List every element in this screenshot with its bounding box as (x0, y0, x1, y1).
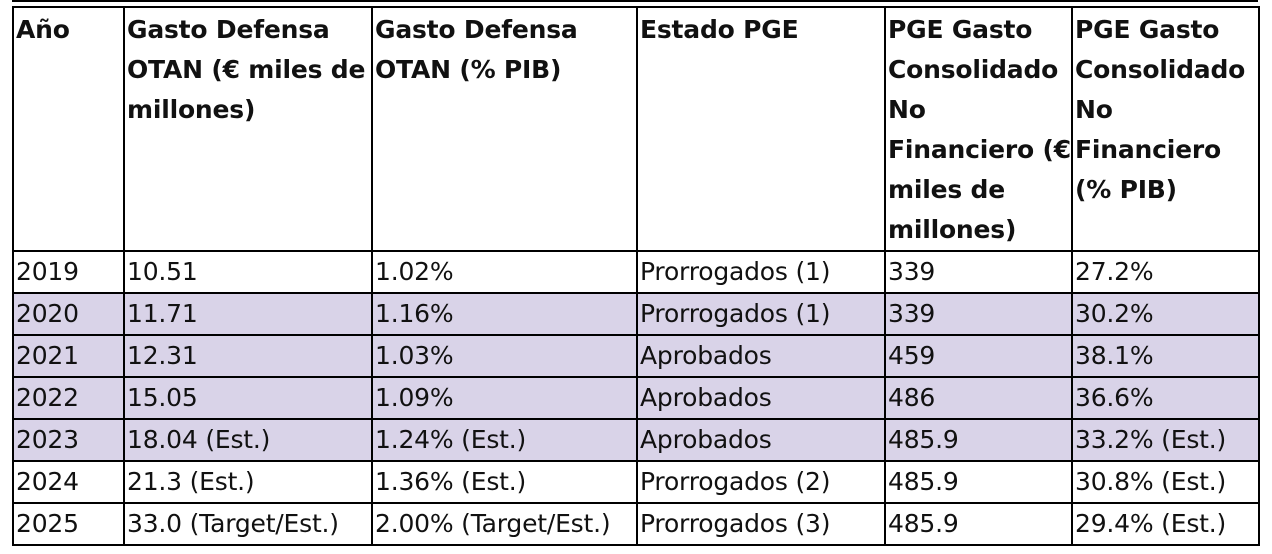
table-row: 2020 11.71 1.16% Prorrogados (1) 339 30.… (12, 292, 1260, 336)
table-row: 2022 15.05 1.09% Aprobados 486 36.6% (12, 376, 1260, 420)
cell-defense-pct: 1.02% (371, 250, 638, 294)
cell-pge-pct: 36.6% (1071, 376, 1260, 420)
cell-pge-eur: 485.9 (884, 418, 1073, 462)
table-row: 2025 33.0 (Target/Est.) 2.00% (Target/Es… (12, 502, 1260, 546)
cell-year: 2023 (12, 418, 125, 462)
cell-pge-status: Aprobados (636, 334, 886, 378)
cell-pge-eur: 486 (884, 376, 1073, 420)
top-border-line (12, 0, 1258, 6)
cell-pge-eur: 459 (884, 334, 1073, 378)
cell-defense-eur: 12.31 (123, 334, 373, 378)
cell-pge-pct: 29.4% (Est.) (1071, 502, 1260, 546)
header-pge-pct: PGE Gasto Consolidado No Financiero (% P… (1071, 6, 1260, 252)
cell-pge-eur: 485.9 (884, 460, 1073, 504)
cell-year: 2019 (12, 250, 125, 294)
cell-pge-eur: 339 (884, 250, 1073, 294)
header-defense-pct: Gasto Defensa OTAN (% PIB) (371, 6, 638, 252)
cell-pge-status: Prorrogados (1) (636, 292, 886, 336)
header-pge-status: Estado PGE (636, 6, 886, 252)
cell-year: 2025 (12, 502, 125, 546)
cell-defense-pct: 1.36% (Est.) (371, 460, 638, 504)
cell-pge-status: Prorrogados (2) (636, 460, 886, 504)
cell-defense-pct: 1.16% (371, 292, 638, 336)
table-row: 2024 21.3 (Est.) 1.36% (Est.) Prorrogado… (12, 460, 1260, 504)
cell-defense-pct: 1.09% (371, 376, 638, 420)
cell-defense-eur: 15.05 (123, 376, 373, 420)
cell-year: 2020 (12, 292, 125, 336)
cell-year: 2022 (12, 376, 125, 420)
header-row: Año Gasto Defensa OTAN (€ miles de millo… (12, 6, 1260, 252)
cell-pge-eur: 339 (884, 292, 1073, 336)
table-header: Año Gasto Defensa OTAN (€ miles de millo… (12, 6, 1260, 252)
cell-pge-status: Aprobados (636, 376, 886, 420)
cell-defense-eur: 18.04 (Est.) (123, 418, 373, 462)
cell-year: 2021 (12, 334, 125, 378)
cell-defense-eur: 10.51 (123, 250, 373, 294)
cell-pge-status: Prorrogados (1) (636, 250, 886, 294)
table-row: 2021 12.31 1.03% Aprobados 459 38.1% (12, 334, 1260, 378)
cell-pge-pct: 30.2% (1071, 292, 1260, 336)
cell-year: 2024 (12, 460, 125, 504)
cell-pge-pct: 30.8% (Est.) (1071, 460, 1260, 504)
cell-pge-eur: 485.9 (884, 502, 1073, 546)
header-pge-eur: PGE Gasto Consolidado No Financiero (€ m… (884, 6, 1073, 252)
table-row: 2019 10.51 1.02% Prorrogados (1) 339 27.… (12, 250, 1260, 294)
cell-defense-eur: 21.3 (Est.) (123, 460, 373, 504)
cell-pge-status: Aprobados (636, 418, 886, 462)
header-defense-eur: Gasto Defensa OTAN (€ miles de millones) (123, 6, 373, 252)
cell-pge-pct: 33.2% (Est.) (1071, 418, 1260, 462)
cell-defense-pct: 1.03% (371, 334, 638, 378)
cell-defense-pct: 1.24% (Est.) (371, 418, 638, 462)
cell-defense-eur: 11.71 (123, 292, 373, 336)
table-body: 2019 10.51 1.02% Prorrogados (1) 339 27.… (12, 250, 1260, 546)
cell-defense-eur: 33.0 (Target/Est.) (123, 502, 373, 546)
cell-pge-status: Prorrogados (3) (636, 502, 886, 546)
cell-pge-pct: 27.2% (1071, 250, 1260, 294)
table-row: 2023 18.04 (Est.) 1.24% (Est.) Aprobados… (12, 418, 1260, 462)
cell-pge-pct: 38.1% (1071, 334, 1260, 378)
header-year: Año (12, 6, 125, 252)
defense-spending-table: Año Gasto Defensa OTAN (€ miles de millo… (12, 6, 1260, 546)
cell-defense-pct: 2.00% (Target/Est.) (371, 502, 638, 546)
